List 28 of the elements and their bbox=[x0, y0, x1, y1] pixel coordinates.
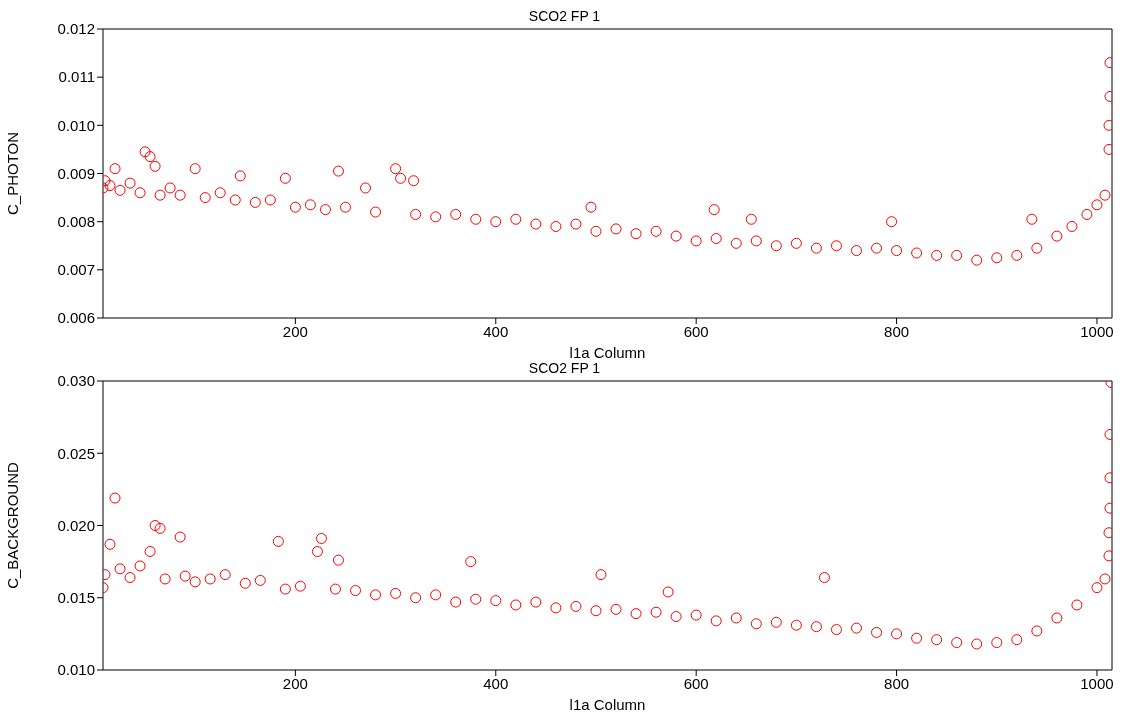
y-tick-label: 0.012 bbox=[57, 20, 95, 38]
y-axis-title: C_PHOTON bbox=[4, 131, 22, 216]
x-tick-label: 1000 bbox=[1080, 322, 1114, 340]
x-tick-label: 600 bbox=[683, 674, 709, 692]
x-tick-label: 400 bbox=[483, 322, 509, 340]
y-tick-label: 0.009 bbox=[57, 164, 95, 182]
x-tick-label: 600 bbox=[683, 322, 709, 340]
y-tick-label: 0.011 bbox=[58, 68, 95, 86]
x-axis-title: l1a Column bbox=[569, 344, 646, 361]
y-tick-label: 0.025 bbox=[57, 444, 95, 462]
y-tick-label: 0.015 bbox=[57, 589, 95, 607]
x-tick-label: 800 bbox=[884, 674, 910, 692]
x-tick-label: 400 bbox=[483, 674, 509, 692]
y-tick-label: 0.020 bbox=[57, 516, 95, 534]
y-tick-label: 0.006 bbox=[57, 309, 95, 327]
x-tick-label: 1000 bbox=[1080, 674, 1114, 692]
x-tick-label: 200 bbox=[282, 674, 308, 692]
y-tick-label: 0.010 bbox=[57, 661, 95, 679]
y-tick-label: 0.030 bbox=[57, 372, 95, 390]
x-tick-label: 800 bbox=[884, 322, 910, 340]
chart-title: SCO2 FP 1 bbox=[528, 8, 601, 24]
y-axis-title: C_BACKGROUND bbox=[4, 461, 22, 589]
y-tick-label: 0.008 bbox=[57, 212, 95, 230]
x-tick-label: 200 bbox=[282, 322, 308, 340]
y-tick-label: 0.010 bbox=[57, 116, 95, 134]
x-axis-title: l1a Column bbox=[569, 696, 646, 713]
y-tick-label: 0.007 bbox=[57, 261, 95, 279]
chart-title: SCO2 FP 1 bbox=[528, 360, 601, 376]
